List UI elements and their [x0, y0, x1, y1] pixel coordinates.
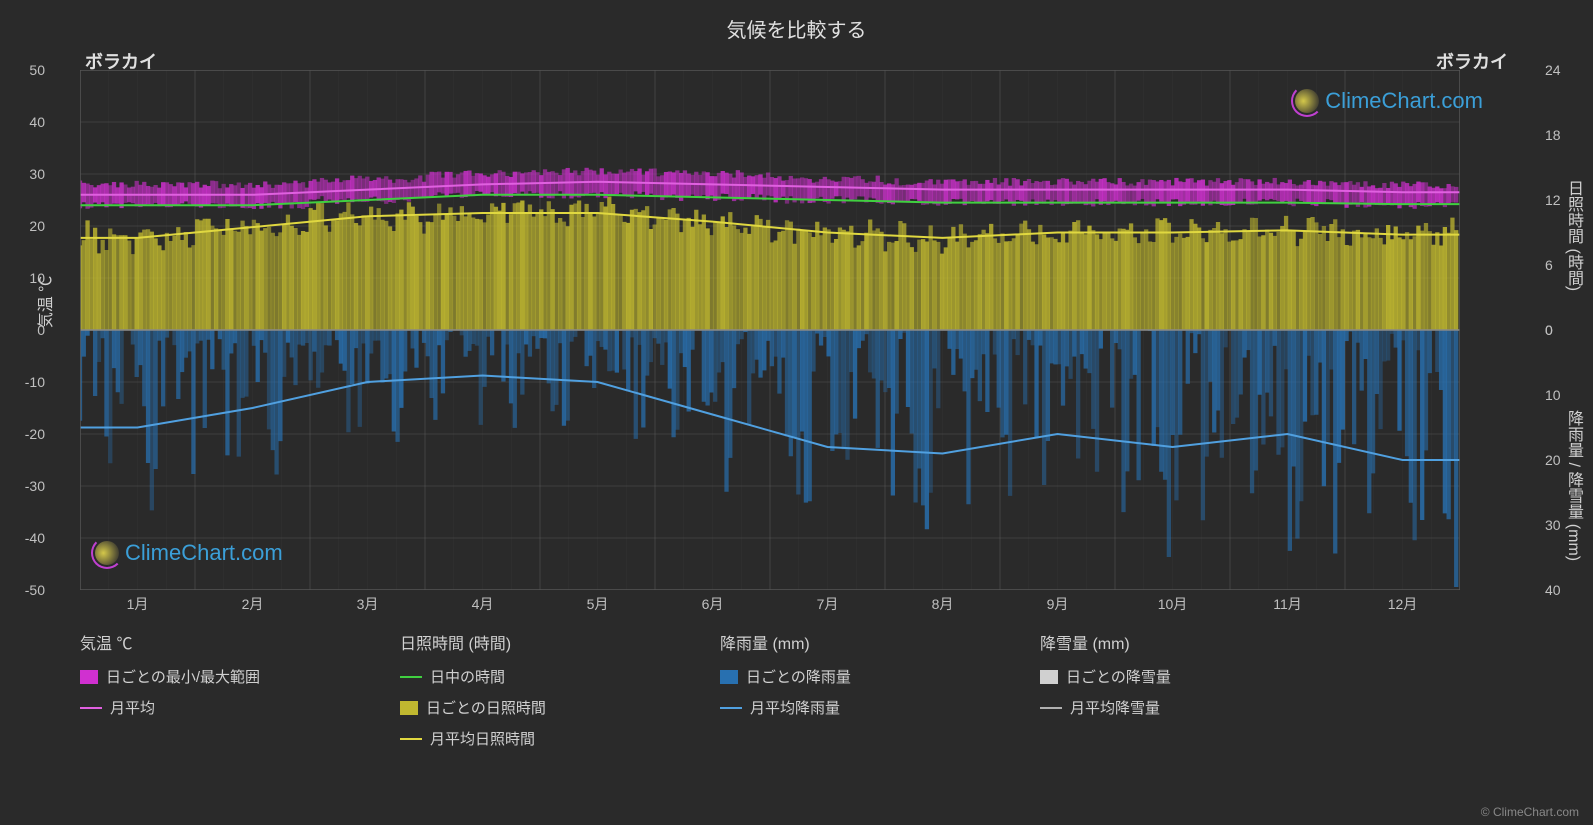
legend-item: 日ごとの降雨量 — [720, 666, 1000, 687]
legend-label: 日ごとの最小/最大範囲 — [106, 666, 260, 687]
y-left-tick: -20 — [25, 426, 45, 442]
legend-swatch — [400, 701, 418, 715]
chart-title: 気候を比較する — [0, 0, 1593, 49]
legend-swatch — [1040, 670, 1058, 684]
chart-plot-area — [80, 70, 1460, 590]
legend-item: 月平均降雪量 — [1040, 697, 1320, 718]
legend-swatch — [720, 707, 742, 709]
legend-item: 月平均降雨量 — [720, 697, 1000, 718]
legend-label: 月平均日照時間 — [430, 728, 535, 749]
x-tick-label: 11月 — [1230, 594, 1345, 614]
legend-header: 気温 ℃ — [80, 630, 360, 654]
x-tick-label: 3月 — [310, 594, 425, 614]
y-right-tick: 40 — [1545, 582, 1561, 598]
legend-label: 月平均 — [110, 697, 155, 718]
legend-item: 月平均日照時間 — [400, 728, 680, 749]
legend-label: 日ごとの日照時間 — [426, 697, 546, 718]
y-right-tick: 18 — [1545, 127, 1561, 143]
legend-label: 日ごとの降雪量 — [1066, 666, 1171, 687]
y-right-tick: 6 — [1545, 257, 1553, 273]
y-right-tick: 24 — [1545, 62, 1561, 78]
y-left-tick: 50 — [29, 62, 45, 78]
legend-swatch — [720, 670, 738, 684]
y-left-tick: -40 — [25, 530, 45, 546]
legend-header: 降雨量 (mm) — [720, 630, 1000, 654]
legend-item: 日ごとの降雪量 — [1040, 666, 1320, 687]
legend-item: 日ごとの最小/最大範囲 — [80, 666, 360, 687]
x-axis-labels: 1月2月3月4月5月6月7月8月9月10月11月12月 — [80, 594, 1460, 614]
legend-swatch — [400, 738, 422, 740]
legend-label: 日中の時間 — [430, 666, 505, 687]
y-left-tick: -50 — [25, 582, 45, 598]
x-tick-label: 10月 — [1115, 594, 1230, 614]
x-tick-label: 8月 — [885, 594, 1000, 614]
y-right-tick: 10 — [1545, 387, 1561, 403]
legend-col-rain: 降雨量 (mm) 日ごとの降雨量月平均降雨量 — [720, 630, 1000, 749]
legend-col-sunshine: 日照時間 (時間) 日中の時間日ごとの日照時間月平均日照時間 — [400, 630, 680, 749]
x-tick-label: 12月 — [1345, 594, 1460, 614]
x-tick-label: 2月 — [195, 594, 310, 614]
legend-label: 月平均降雨量 — [750, 697, 840, 718]
logo-icon — [1295, 89, 1319, 113]
brand-text: ClimeChart.com — [1325, 88, 1483, 114]
legend-swatch — [1040, 707, 1062, 709]
legend-label: 日ごとの降雨量 — [746, 666, 851, 687]
legend-header: 降雪量 (mm) — [1040, 630, 1320, 654]
legend-col-snow: 降雪量 (mm) 日ごとの降雪量月平均降雪量 — [1040, 630, 1320, 749]
legend-label: 月平均降雪量 — [1070, 697, 1160, 718]
legend: 気温 ℃ 日ごとの最小/最大範囲月平均 日照時間 (時間) 日中の時間日ごとの日照時… — [80, 630, 1460, 749]
copyright: © ClimeChart.com — [1481, 805, 1579, 819]
legend-swatch — [400, 676, 422, 678]
brand-text: ClimeChart.com — [125, 540, 283, 566]
y-left-tick: -10 — [25, 374, 45, 390]
y-left-tick: 30 — [29, 166, 45, 182]
y-right-tick: 12 — [1545, 192, 1561, 208]
y-right-tick: 30 — [1545, 517, 1561, 533]
logo-icon — [95, 541, 119, 565]
legend-item: 日ごとの日照時間 — [400, 697, 680, 718]
x-tick-label: 9月 — [1000, 594, 1115, 614]
plot-svg — [80, 70, 1460, 590]
legend-header: 日照時間 (時間) — [400, 630, 680, 654]
y-left-tick: 0 — [37, 322, 45, 338]
y-right-tick: 20 — [1545, 452, 1561, 468]
y-left-tick: 10 — [29, 270, 45, 286]
x-tick-label: 1月 — [80, 594, 195, 614]
y-right-axis-label-lower: 降雨量 / 降雪量 (mm) — [1561, 410, 1585, 561]
legend-item: 日中の時間 — [400, 666, 680, 687]
y-left-tick: -30 — [25, 478, 45, 494]
y-left-tick: 20 — [29, 218, 45, 234]
watermark-bottom: ClimeChart.com — [95, 540, 283, 566]
legend-swatch — [80, 670, 98, 684]
legend-item: 月平均 — [80, 697, 360, 718]
x-tick-label: 4月 — [425, 594, 540, 614]
y-right-axis-label-upper: 日照時間 (時間) — [1561, 180, 1585, 291]
watermark-top: ClimeChart.com — [1295, 88, 1483, 114]
legend-col-temp: 気温 ℃ 日ごとの最小/最大範囲月平均 — [80, 630, 360, 749]
legend-swatch — [80, 707, 102, 709]
x-tick-label: 6月 — [655, 594, 770, 614]
x-tick-label: 5月 — [540, 594, 655, 614]
x-tick-label: 7月 — [770, 594, 885, 614]
y-left-tick: 40 — [29, 114, 45, 130]
y-right-tick: 0 — [1545, 322, 1553, 338]
